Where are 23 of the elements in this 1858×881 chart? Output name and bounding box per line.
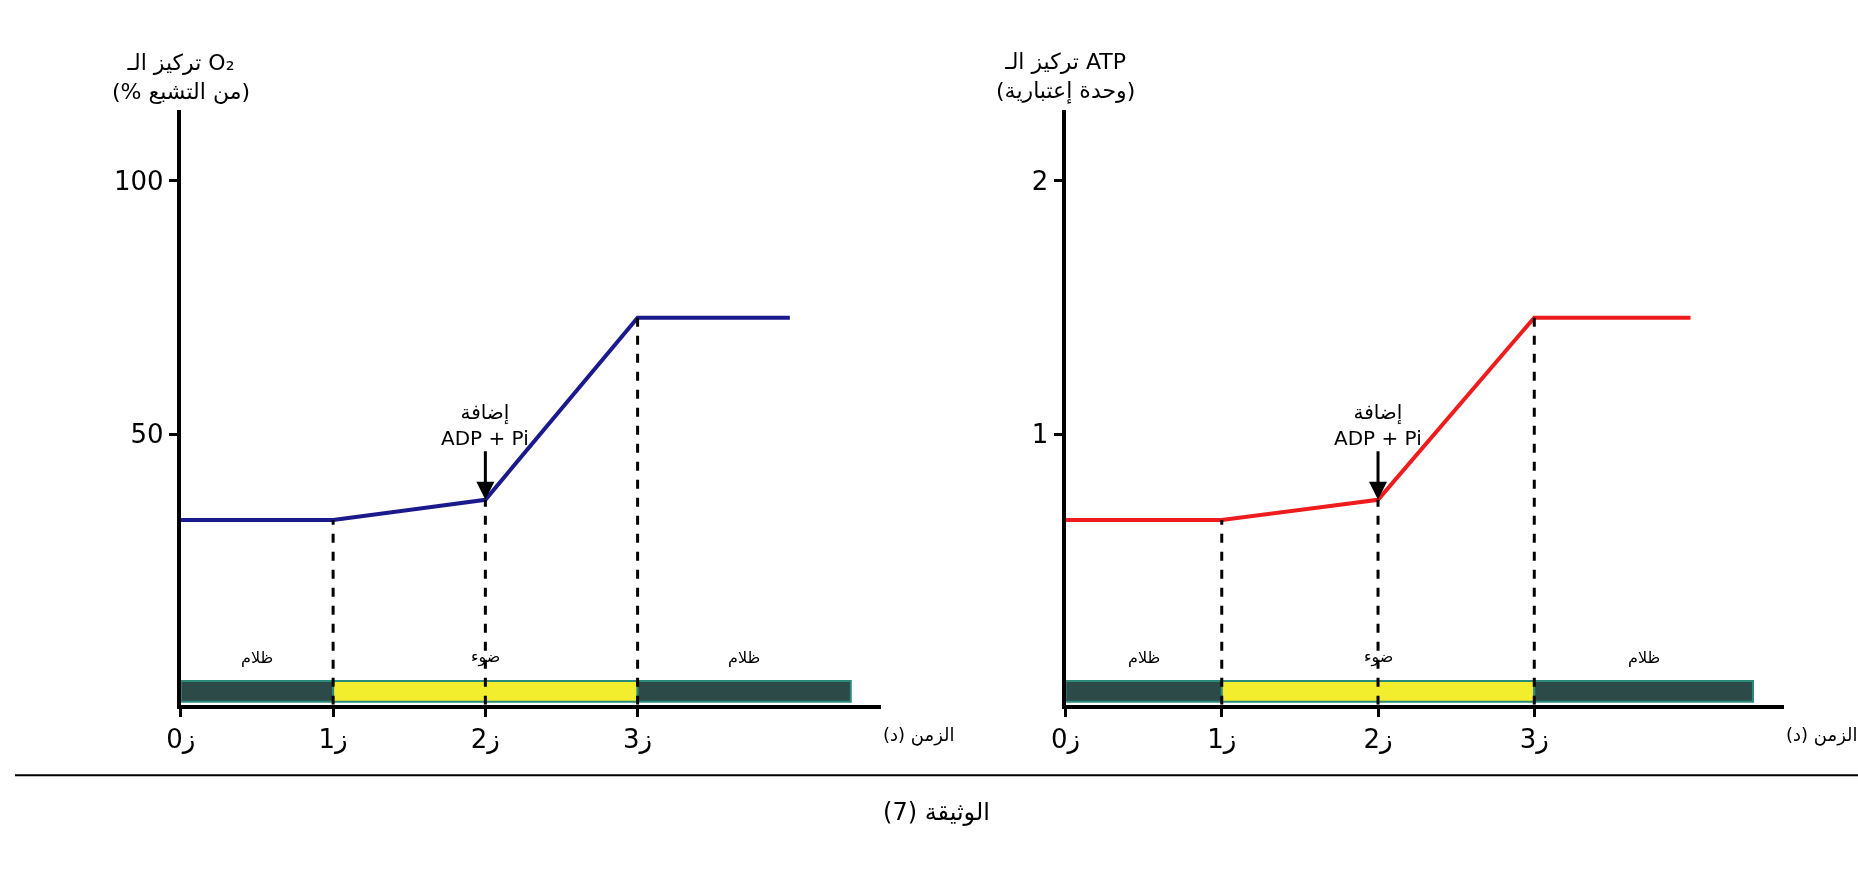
- annotation: ضوء: [1364, 647, 1394, 667]
- x-tick-label: ز0: [166, 724, 196, 754]
- annotation: ظلام: [241, 648, 274, 667]
- x-tick-label: ز2: [1363, 724, 1393, 754]
- text: الوثيقة (7): [883, 798, 990, 826]
- y-tick-label: 50: [130, 419, 164, 450]
- y-axis-title: تركيز الـ O₂ (% من التشبع): [112, 50, 251, 104]
- x-tick-label: ز3: [1519, 724, 1549, 754]
- x-axis-title: الزمن (د): [1786, 724, 1858, 746]
- x-tick-label: ز0: [1050, 724, 1081, 754]
- x-tick-label: ز1: [1207, 724, 1237, 754]
- annotation: ظلام: [1628, 648, 1661, 667]
- x-tick-label: ز1: [318, 724, 348, 754]
- annotation: ظلام: [728, 648, 761, 667]
- y-tick-label: 2: [1031, 166, 1049, 197]
- x-tick-label: ز2: [470, 724, 500, 754]
- x-axis-title: الزمن (د): [883, 724, 955, 746]
- y-axis-title: تركيز الـ ATP (وحدة إعتبارية): [996, 49, 1136, 104]
- y-tick-label: 1: [1031, 419, 1049, 450]
- annotation: ضوء: [471, 647, 501, 667]
- annotation: ظلام: [1128, 648, 1161, 667]
- x-tick-label: ز3: [623, 724, 653, 754]
- y-tick-label: 100: [114, 166, 164, 197]
